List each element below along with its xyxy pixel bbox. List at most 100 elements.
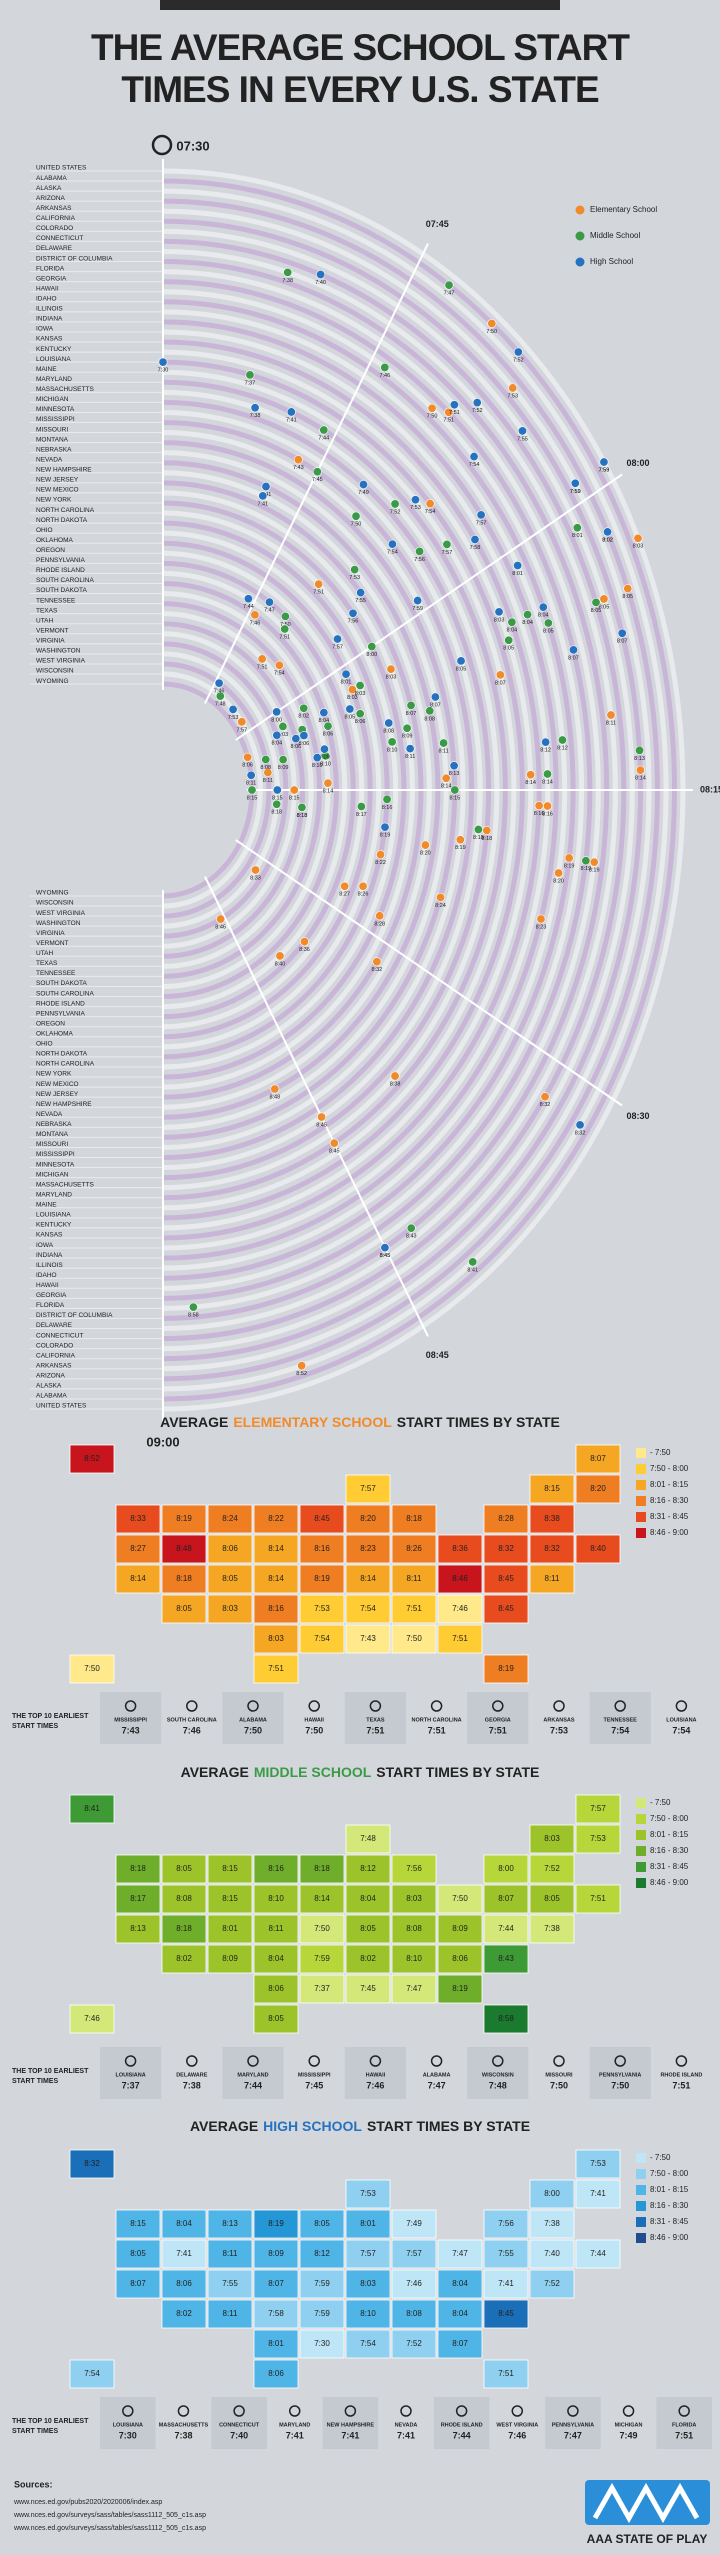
state-tile [253,1944,299,1974]
state-label: UTAH [36,617,54,624]
state-tile [345,2269,391,2299]
state-label: NEW YORK [36,1071,72,1078]
state-label: ARIZONA [36,195,66,202]
top-state: SOUTH CAROLINA [167,1717,217,1723]
state-label: IDAHO [36,1272,57,1279]
dot [243,752,253,762]
state-tile [345,1534,391,1564]
state-tile [575,1474,621,1504]
dot [635,745,645,755]
tile-label: 8:33 [130,1514,146,1523]
dot-label: 7:51 [443,418,454,424]
dot [415,546,425,556]
tile-label: 7:48 [360,1834,376,1843]
dot-label: 8:12 [540,748,551,754]
tile-label: 8:18 [176,1924,192,1933]
state-tile [345,2209,391,2239]
tile-label: 8:18 [176,1574,192,1583]
state-tile [345,1854,391,1884]
tile-label: 8:06 [176,2279,192,2288]
state-tile [345,1824,391,1854]
title-line: THE AVERAGE SCHOOL START [91,27,630,68]
dot [387,737,397,747]
dot-label: 8:24 [435,903,446,909]
dot [570,478,580,488]
tile-label: 7:38 [544,1924,560,1933]
state-tile [483,1594,529,1624]
dot [348,608,358,618]
dot [275,951,285,961]
state-tile [529,1534,575,1564]
dot-label: 8:06 [242,763,253,769]
dot-label: 8:04 [522,620,533,626]
state-tile [529,1504,575,1534]
tile-label: 8:09 [222,1954,238,1963]
tile-label: 8:08 [406,2309,422,2318]
top-time: 7:53 [550,1725,568,1735]
dot [356,802,366,812]
state-label: MONTANA [36,1131,69,1138]
state-label: MISSISSIPPI [36,1151,75,1158]
tile-label: 8:58 [498,2014,514,2023]
state-tile [115,2269,161,2299]
tile-label: 7:38 [544,2219,560,2228]
dot-label: 8:52 [296,1371,307,1377]
dot-label: 8:10 [320,761,331,767]
dot [372,957,382,967]
map-legend-label: 8:01 - 8:15 [650,1830,689,1839]
state-tile [483,2209,529,2239]
state-tile [253,2329,299,2359]
tile-label: 8:09 [452,1924,468,1933]
state-tile [575,2239,621,2269]
top-state: MARYLAND [237,2072,268,2078]
state-tile [207,1884,253,1914]
dot [261,482,271,492]
tile-label: 7:51 [268,1664,284,1673]
dot-label: 8:46 [215,925,226,931]
map-legend-label: 8:01 - 8:15 [650,2185,689,2194]
state-label: LOUISIANA [36,356,71,363]
tile-label: 7:52 [544,2279,560,2288]
dot [272,707,282,717]
state-tile [437,1914,483,1944]
dot-label: 8:04 [538,613,549,619]
dot-label: 7:50 [351,522,362,528]
dot [323,778,333,788]
dot [554,868,564,878]
tile-label: 7:58 [268,2309,284,2318]
tile-label: 8:19 [314,1574,330,1583]
top-label: THE TOP 10 EARLIEST [12,2068,89,2075]
dot-label: 7:30 [158,368,169,374]
stopwatch-icon [492,2055,504,2067]
tile-label: 8:05 [314,2219,330,2228]
dot [289,785,299,795]
dot [575,1120,585,1130]
state-tile [483,1564,529,1594]
tile-label: 8:40 [590,1544,606,1553]
tile-label: 8:04 [176,2219,192,2228]
state-tile [345,2179,391,2209]
state-tile [161,2239,207,2269]
state-tile [575,2179,621,2209]
dot-label: 7:53 [507,393,518,399]
stopwatch-icon [675,2055,688,2067]
state-tile [391,1504,437,1534]
state-tile [207,2239,253,2269]
tile-label: 7:51 [498,2369,514,2378]
state-tile [437,2329,483,2359]
dot-label: 8:16 [534,811,545,817]
state-label: OKLAHOMA [36,537,74,544]
state-tile [391,1914,437,1944]
dot [430,692,440,702]
tile-label: 7:55 [498,2249,514,2258]
state-tile [299,1564,345,1594]
state-tile [69,2004,115,2034]
dot [376,850,386,860]
state-tile [391,1594,437,1624]
top-time: 7:51 [428,1725,446,1735]
dot [299,703,309,713]
tile-label: 8:04 [452,2279,468,2288]
map-legend-label: 8:31 - 8:45 [650,2217,689,2226]
dot [351,511,361,521]
